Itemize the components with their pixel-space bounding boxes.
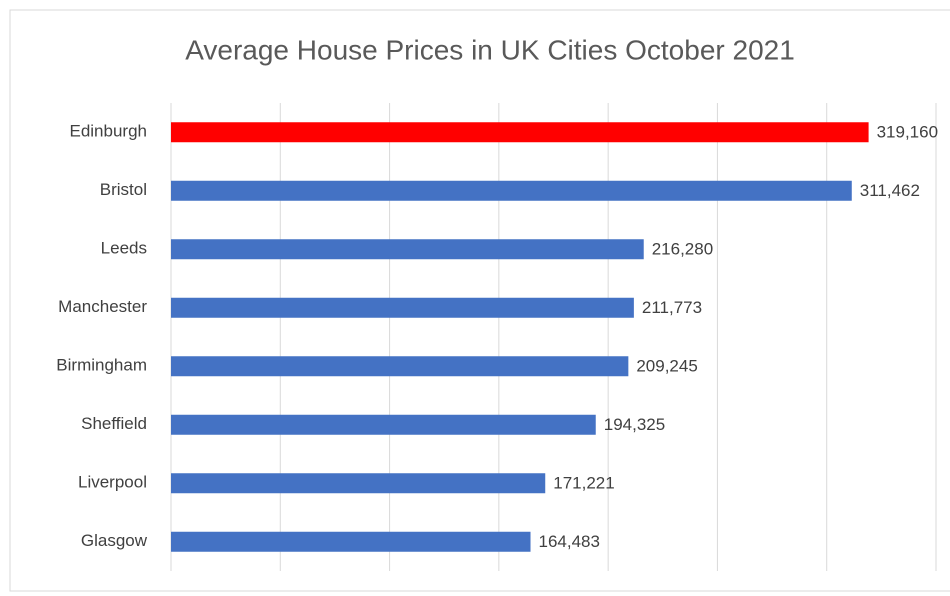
y-tick-label: Glasgow xyxy=(81,531,148,550)
y-tick-label: Bristol xyxy=(100,180,147,199)
data-label: 209,245 xyxy=(636,357,697,376)
y-tick-label: Birmingham xyxy=(56,356,147,375)
bar xyxy=(171,414,596,435)
y-tick-label: Manchester xyxy=(58,297,147,316)
bar xyxy=(171,180,852,201)
y-tick-label: Leeds xyxy=(101,239,147,258)
y-tick-label: Liverpool xyxy=(78,473,147,492)
data-label: 216,280 xyxy=(652,240,713,259)
data-label: 194,325 xyxy=(604,415,665,434)
bar xyxy=(171,356,629,377)
data-label: 211,773 xyxy=(642,298,702,317)
data-label: 311,462 xyxy=(860,181,920,200)
data-label: 319,160 xyxy=(877,123,938,142)
chart-title: Average House Prices in UK Cities Octobe… xyxy=(185,34,795,65)
bar xyxy=(171,239,644,260)
bar xyxy=(171,122,869,143)
bar xyxy=(171,297,634,318)
bar xyxy=(171,473,546,494)
y-tick-label: Sheffield xyxy=(81,414,147,433)
bar xyxy=(171,531,531,552)
y-tick-label: Edinburgh xyxy=(69,122,147,141)
data-label: 171,221 xyxy=(553,474,614,493)
data-label: 164,483 xyxy=(539,532,600,551)
